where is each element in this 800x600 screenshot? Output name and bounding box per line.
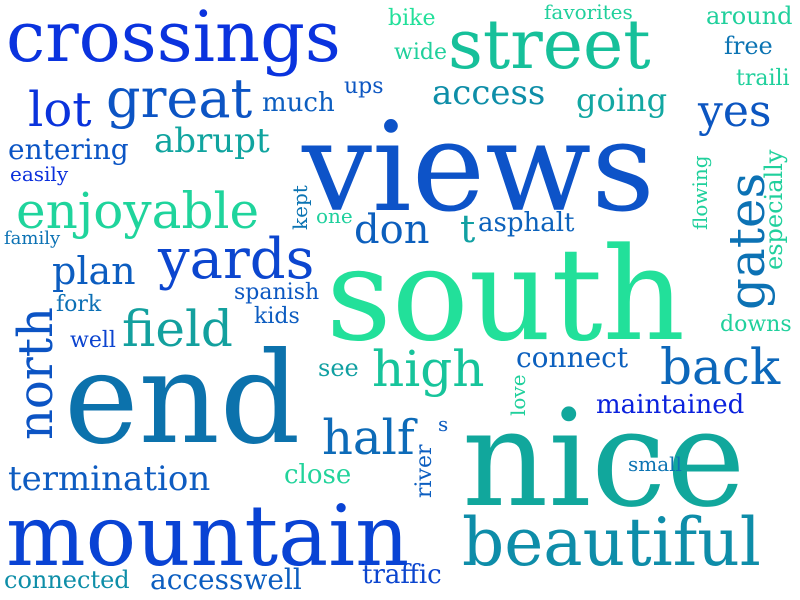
word: easily xyxy=(10,162,69,186)
word: yes xyxy=(698,86,772,137)
word: wide xyxy=(394,40,447,65)
word: nice xyxy=(462,381,746,537)
word: yards xyxy=(158,227,315,292)
word: downs xyxy=(720,312,792,337)
word: half xyxy=(322,410,415,466)
word-vertical: especially xyxy=(760,149,788,270)
word: favorites xyxy=(544,0,633,24)
word: maintained xyxy=(596,390,745,420)
word: high xyxy=(372,340,485,398)
word: one xyxy=(316,204,353,228)
word: asphalt xyxy=(478,208,575,238)
word: lot xyxy=(28,82,92,138)
word-vertical: flowing xyxy=(688,155,712,230)
word: termination xyxy=(8,459,211,499)
word: entering xyxy=(8,133,129,166)
word-vertical: love xyxy=(506,374,530,416)
word: bike xyxy=(388,6,436,31)
word-vertical: kept xyxy=(288,185,312,230)
word: ups xyxy=(344,74,384,99)
word: kids xyxy=(254,304,300,329)
word-vertical: river xyxy=(412,444,437,498)
word: enjoyable xyxy=(16,182,260,240)
word: beautiful xyxy=(462,504,761,581)
word: around xyxy=(706,2,793,30)
word: family xyxy=(4,228,61,249)
word: s xyxy=(438,412,449,436)
word: spanish xyxy=(234,280,320,305)
word: free xyxy=(724,32,773,60)
word: views xyxy=(302,96,655,240)
word: don xyxy=(354,207,430,253)
word: south xyxy=(326,221,686,370)
word: t xyxy=(460,207,476,251)
word: traffic xyxy=(362,560,442,590)
word: much xyxy=(262,88,335,118)
word: connect xyxy=(516,341,629,374)
word: great xyxy=(106,67,253,130)
word: close xyxy=(284,460,352,490)
word: connected xyxy=(4,566,130,594)
word: abrupt xyxy=(154,121,270,161)
word: small xyxy=(628,452,682,476)
word: back xyxy=(660,338,781,396)
word: field xyxy=(122,300,233,358)
word: traili xyxy=(736,66,790,91)
word: fork xyxy=(56,292,102,317)
word: see xyxy=(318,354,359,382)
word: access xyxy=(432,73,546,113)
word: going xyxy=(576,81,668,119)
word: mountain xyxy=(6,487,410,585)
word: accesswell xyxy=(150,563,302,596)
word: end xyxy=(64,325,301,472)
word: street xyxy=(448,6,651,85)
word-vertical: north xyxy=(8,307,64,440)
word: well xyxy=(70,328,116,353)
word: crossings xyxy=(6,0,341,78)
word: plan xyxy=(52,249,136,293)
